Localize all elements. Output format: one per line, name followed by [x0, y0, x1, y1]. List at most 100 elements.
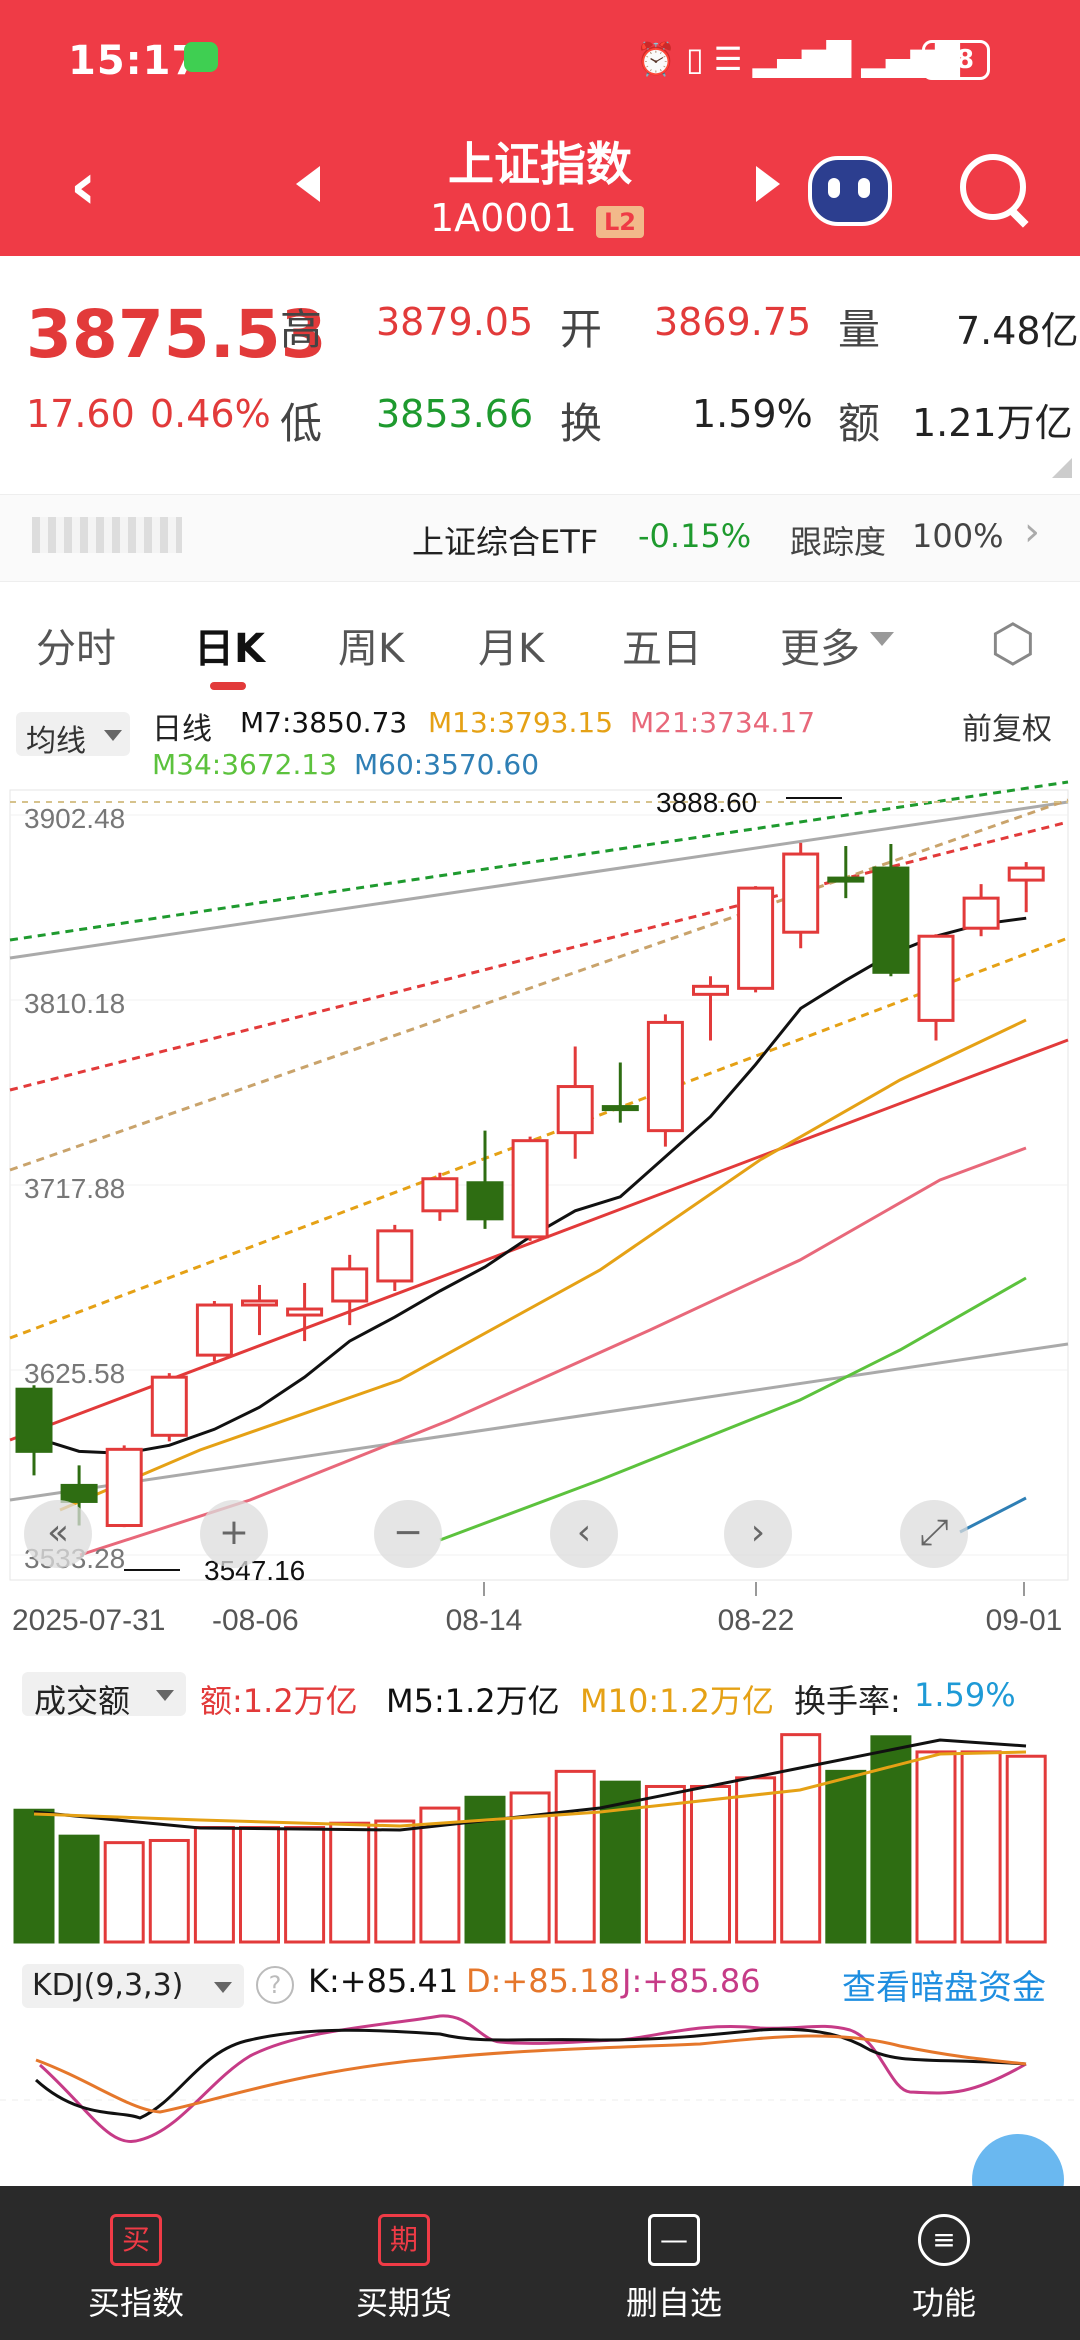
tab-daily-k[interactable]: 日K — [194, 626, 265, 672]
candle-body — [150, 1375, 188, 1437]
nav-functions[interactable]: ≡ 功能 — [844, 2186, 1044, 2340]
candle-body — [1007, 866, 1045, 882]
top-header: 15:17 ⏰ ▯ ☰ ▂▄▆█ ▂▄▆█ 38 ‹ 上证指数 1A0001 L… — [0, 0, 1080, 256]
last-price: 3875.53 — [26, 296, 327, 373]
ma21-line — [79, 1146, 1027, 1557]
volume-amount: 额:1.2万亿 — [200, 1682, 358, 1720]
candle-body — [60, 1483, 98, 1503]
volume-bar — [735, 1776, 777, 1944]
open-label: 开 — [560, 305, 603, 354]
ma60-line — [959, 1496, 1027, 1534]
tab-more[interactable]: 更多 — [780, 626, 860, 672]
minus-icon[interactable]: − — [374, 1500, 442, 1568]
high-annotation: 3888.60 — [656, 787, 757, 818]
high-label: 高 — [280, 305, 323, 354]
candle-body — [241, 1299, 278, 1307]
ma-selector[interactable]: 均线 — [16, 712, 130, 759]
low-label: 低 — [280, 399, 323, 448]
pan-left-icon[interactable]: ‹ — [550, 1500, 618, 1568]
bottom-nav: 买 买指数 期 买期货 — 删自选 ≡ 功能 — [0, 2186, 1080, 2340]
dark-pool-link[interactable]: 查看暗盘资金 — [842, 1968, 1046, 2008]
tab-intraday[interactable]: 分时 — [36, 626, 116, 672]
volume-chart — [13, 1733, 1047, 1944]
volume-bar — [644, 1784, 686, 1944]
x-tick-label: 08-22 — [718, 1604, 795, 1637]
candle-body — [556, 1085, 594, 1135]
volume-m10-line — [33, 1750, 1027, 1828]
more-dropdown-icon — [870, 632, 894, 646]
ma34-label: M34:3672.13 — [152, 748, 338, 781]
kdj-selector[interactable]: KDJ(9,3,3) — [22, 1964, 244, 2008]
low-value: 3853.66 — [376, 392, 534, 436]
etf-change: -0.15% — [638, 517, 752, 555]
price-change-pct: 0.46% — [150, 392, 271, 436]
pan-right-icon[interactable]: › — [724, 1500, 792, 1568]
volume-m5-line — [33, 1738, 1027, 1832]
zoom-in-icon[interactable]: + — [200, 1500, 268, 1568]
next-stock-icon[interactable] — [756, 166, 780, 202]
volume-bar — [825, 1769, 867, 1944]
fullscreen-icon[interactable]: ⤢ — [900, 1500, 968, 1568]
candle-body — [782, 852, 820, 934]
adjust-label[interactable]: 前复权 — [962, 712, 1052, 747]
kdj-chart — [0, 2014, 1080, 2143]
volume-turnover-label: 换手率: — [794, 1682, 901, 1720]
tab-five-day[interactable]: 五日 — [622, 626, 702, 672]
l2-badge: L2 — [596, 206, 644, 238]
settings-hexagon-icon[interactable]: ⬡ — [990, 614, 1036, 674]
candle-body — [466, 1181, 504, 1221]
wechat-icon — [184, 42, 218, 72]
y-tick-label: 3902.48 — [24, 803, 125, 834]
trend-line — [9, 780, 1069, 942]
volume-bar — [374, 1819, 416, 1944]
help-icon[interactable]: ? — [256, 1966, 294, 2004]
nav-remove-watchlist[interactable]: — 删自选 — [574, 2186, 774, 2340]
k-line-chart[interactable]: 3902.483810.183717.883625.583533.283888.… — [0, 780, 1080, 1660]
candle-body — [286, 1307, 324, 1317]
candle-body — [827, 876, 865, 883]
search-icon[interactable] — [960, 154, 1026, 220]
volume-m5: M5:1.2万亿 — [386, 1682, 560, 1720]
trend-line — [9, 1038, 1069, 1442]
ma-selector-caret-icon — [104, 730, 122, 741]
x-tick-label: 09-01 — [986, 1604, 1063, 1637]
candle-body — [737, 886, 775, 990]
turnover-label: 换 — [560, 399, 603, 448]
amount-value: 1.21万亿 — [912, 401, 1073, 445]
buy-futures-icon: 期 — [378, 2214, 430, 2266]
turnover-value: 1.59% — [692, 392, 813, 436]
back-icon[interactable]: ‹ — [70, 150, 97, 224]
nav-buy-futures[interactable]: 期 买期货 — [304, 2186, 504, 2340]
kdj-selector-caret-icon — [214, 1982, 232, 1993]
volume-selector[interactable]: 成交额 — [22, 1672, 186, 1720]
volume-selector-caret-icon — [156, 1690, 174, 1701]
corner-triangle-icon — [1052, 458, 1072, 478]
tab-weekly-k[interactable]: 周K — [338, 626, 405, 672]
volume-bar — [329, 1821, 371, 1944]
volume-bar — [554, 1769, 596, 1944]
series-label: 日线 — [152, 712, 212, 747]
candle-body — [601, 1105, 639, 1112]
zoom-out-icon[interactable]: « — [24, 1500, 92, 1568]
price-change: 17.60 — [26, 392, 135, 436]
candle-body — [15, 1387, 53, 1453]
nav-remove-watchlist-label: 删自选 — [625, 2284, 722, 2322]
volume-bar — [13, 1808, 55, 1944]
volume-bar — [1005, 1754, 1047, 1944]
amount-label: 额 — [838, 399, 881, 448]
candle-body — [195, 1303, 233, 1357]
etf-name: 上证综合ETF — [412, 523, 599, 561]
prev-stock-icon[interactable] — [296, 166, 320, 202]
stock-code: 1A0001 — [430, 196, 577, 240]
tab-monthly-k[interactable]: 月K — [478, 626, 545, 672]
robot-assistant-icon[interactable] — [808, 156, 892, 226]
volume-value: 7.48亿 — [956, 309, 1079, 353]
nav-buy-futures-label: 买期货 — [355, 2284, 452, 2322]
nav-buy-index[interactable]: 买 买指数 — [36, 2186, 236, 2340]
etf-row[interactable]: 上证综合ETF -0.15% 跟踪度 100% › — [0, 494, 1080, 582]
x-tick-label: 2025-07-31 — [12, 1604, 165, 1637]
nav-buy-index-label: 买指数 — [87, 2284, 184, 2322]
active-tab-indicator — [210, 682, 246, 690]
candle-body — [421, 1177, 459, 1213]
candle-body — [331, 1267, 369, 1303]
